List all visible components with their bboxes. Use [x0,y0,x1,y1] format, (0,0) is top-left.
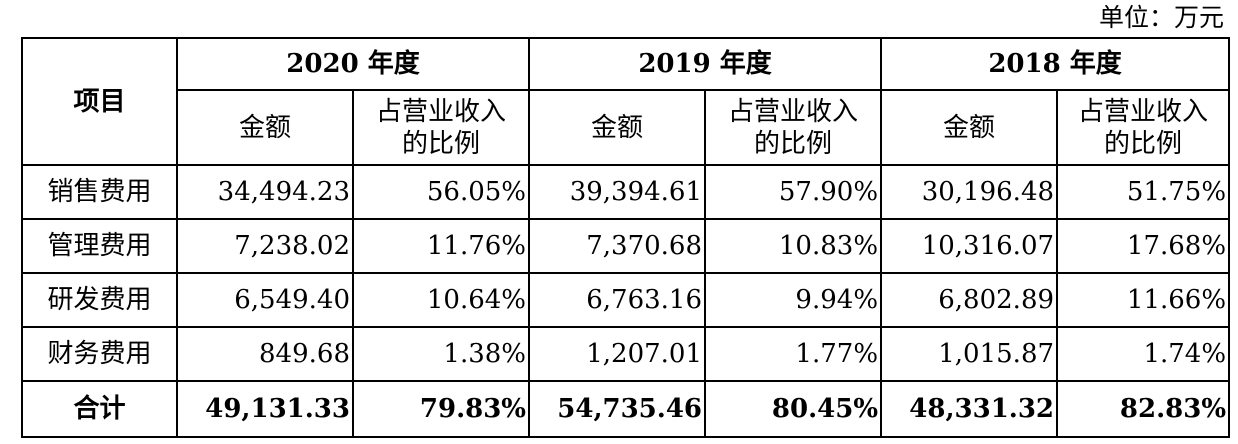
total-ratio-2020: 79.83% [351,380,531,438]
header-year-2020: 2020 年度 [175,37,531,91]
table-row: 研发费用 6,549.40 10.64% 6,763.16 9.94% 6,80… [21,272,1231,328]
total-ratio-2018: 82.83% [1056,380,1231,438]
cell-ratio-2019: 10.83% [704,218,883,274]
cell-amount-2020: 6,549.40 [176,272,354,328]
row-label: 管理费用 [21,218,178,274]
cell-ratio-2018: 17.68% [1056,218,1231,274]
cell-amount-2019: 39,394.61 [528,164,707,220]
cell-ratio-2019: 1.77% [704,326,883,382]
header-item: 项目 [21,37,178,166]
cell-ratio-2018: 1.74% [1056,326,1231,382]
cell-ratio-2020: 11.76% [351,218,531,274]
cell-ratio-2018: 51.75% [1056,164,1231,220]
total-ratio-2019: 80.45% [704,380,883,438]
header-amount-2018: 金额 [880,89,1059,166]
header-ratio-2018: 占营业收入 的比例 [1056,89,1231,166]
table-row: 管理费用 7,238.02 11.76% 7,370.68 10.83% 10,… [21,218,1231,274]
header-amount-2020: 金额 [176,89,354,166]
cell-ratio-2019: 57.90% [704,164,883,220]
cell-amount-2019: 1,207.01 [528,326,707,382]
cell-amount-2019: 6,763.16 [528,272,707,328]
cell-ratio-2020: 56.05% [351,164,531,220]
total-amount-2018: 48,331.32 [880,380,1059,438]
cell-ratio-2020: 1.38% [351,326,531,382]
header-ratio-2020: 占营业收入 的比例 [351,89,531,166]
cell-ratio-2019: 9.94% [704,272,883,328]
cell-amount-2019: 7,370.68 [528,218,707,274]
total-label: 合计 [21,380,178,438]
cell-amount-2018: 1,015.87 [880,326,1059,382]
total-amount-2020: 49,131.33 [176,380,354,438]
table-row: 财务费用 849.68 1.38% 1,207.01 1.77% 1,015.8… [21,326,1231,382]
total-row: 合计 49,131.33 79.83% 54,735.46 80.45% 48,… [21,380,1231,438]
header-ratio-2019: 占营业收入 的比例 [704,89,883,166]
row-label: 研发费用 [21,272,178,328]
header-row-columns: 金额 占营业收入 的比例 金额 占营业收入 的比例 金额 占营业收入 的比例 [22,89,1231,166]
unit-label: 单位：万元 [1098,3,1224,32]
cell-amount-2020: 849.68 [176,326,354,382]
header-amount-2019: 金额 [528,89,707,166]
expense-table: 项目 2020 年度 2019 年度 2018 年度 金额 占营业收入 的比例 金… [21,37,1231,438]
cell-ratio-2018: 11.66% [1056,272,1231,328]
row-label: 财务费用 [21,326,178,382]
header-row-years: 项目 2020 年度 2019 年度 2018 年度 [21,37,1231,166]
cell-amount-2020: 7,238.02 [176,218,354,274]
cell-amount-2018: 30,196.48 [880,164,1059,220]
cell-ratio-2020: 10.64% [351,272,531,328]
table-row: 销售费用 34,494.23 56.05% 39,394.61 57.90% 3… [21,164,1231,220]
cell-amount-2018: 10,316.07 [880,218,1059,274]
total-amount-2019: 54,735.46 [528,380,707,438]
cell-amount-2020: 34,494.23 [176,164,354,220]
cell-amount-2018: 6,802.89 [880,272,1059,328]
header-year-2018: 2018 年度 [880,37,1231,91]
row-label: 销售费用 [21,164,178,220]
header-year-2019: 2019 年度 [528,37,883,91]
